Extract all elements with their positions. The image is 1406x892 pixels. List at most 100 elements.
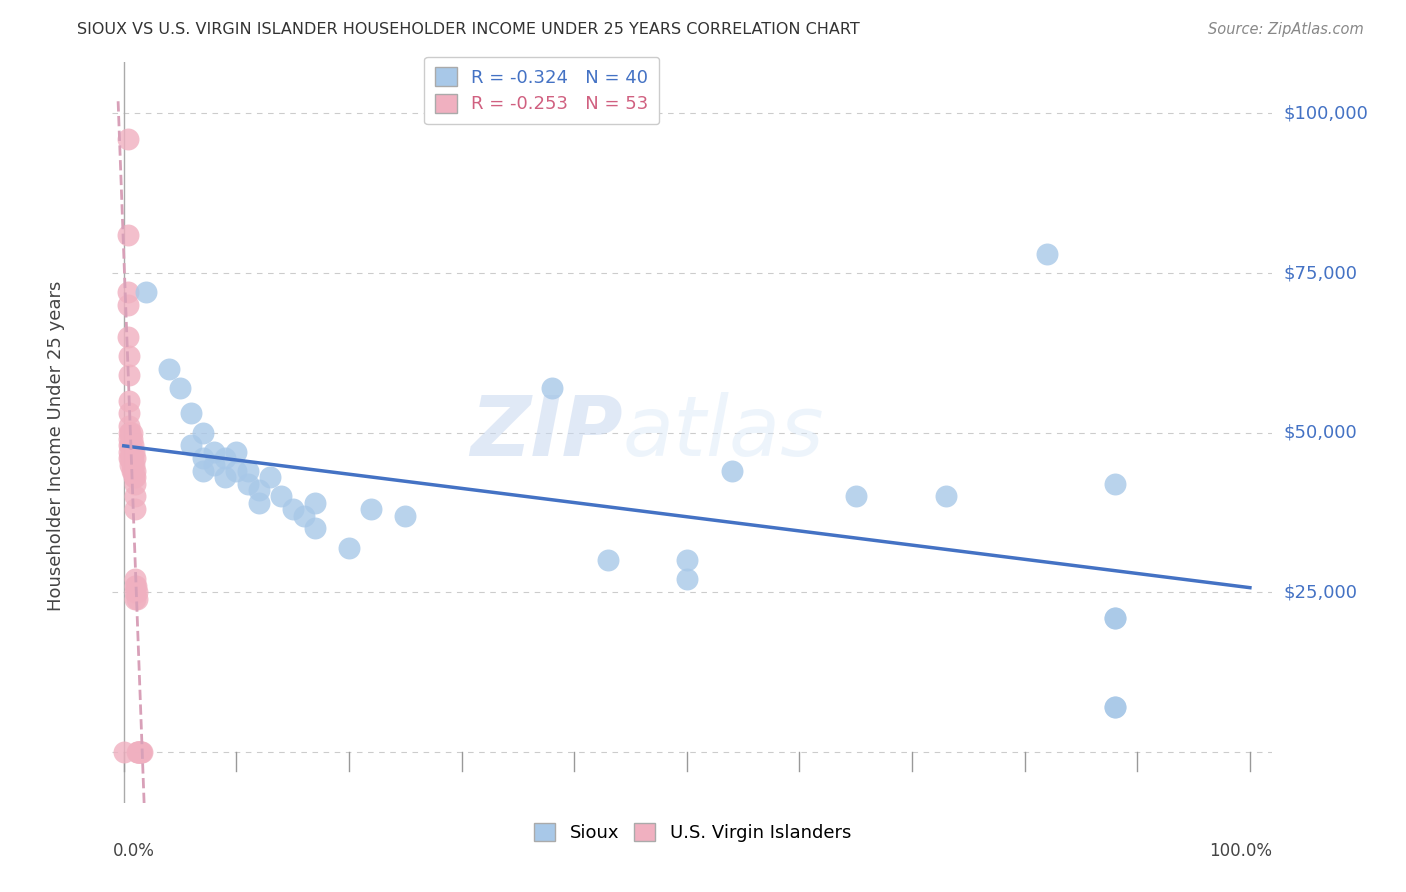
Point (118, 425, 141, 440)
Point (540, 381, 562, 395)
Point (118, 432, 141, 446)
Point (118, 451, 141, 466)
Point (117, 285, 139, 300)
Point (124, 490, 146, 504)
Point (135, 285, 157, 300)
Point (124, 573, 146, 587)
Point (118, 419, 141, 434)
Point (121, 451, 143, 466)
Point (394, 508, 416, 523)
Point (1104, 700, 1126, 714)
Point (121, 438, 143, 452)
Point (128, 745, 150, 759)
Point (121, 425, 143, 440)
Point (120, 458, 142, 472)
Point (247, 496, 270, 510)
Point (117, 298, 139, 312)
Point (127, 745, 149, 759)
Point (304, 496, 326, 510)
Point (127, 585, 149, 599)
Point (675, 573, 697, 587)
Point (117, 227, 139, 242)
Point (596, 553, 619, 567)
Point (124, 579, 146, 593)
Point (112, 745, 135, 759)
Point (247, 483, 270, 497)
Point (121, 444, 143, 458)
Text: Householder Income Under 25 years: Householder Income Under 25 years (48, 281, 65, 611)
Point (214, 470, 236, 484)
Point (122, 444, 145, 458)
Point (121, 451, 143, 466)
Point (124, 502, 146, 516)
Point (118, 407, 141, 421)
Point (127, 745, 149, 759)
Point (1104, 611, 1126, 625)
Point (202, 458, 225, 472)
Point (1036, 247, 1059, 261)
Point (1104, 700, 1126, 714)
Point (121, 464, 143, 478)
Text: atlas: atlas (623, 392, 824, 473)
Point (125, 579, 148, 593)
Point (935, 490, 957, 504)
Point (118, 444, 141, 458)
Point (236, 476, 259, 491)
Point (236, 464, 259, 478)
Point (214, 451, 236, 466)
Point (120, 451, 142, 466)
Point (118, 368, 141, 383)
Point (675, 553, 697, 567)
Point (127, 745, 149, 759)
Point (169, 381, 191, 395)
Point (120, 438, 142, 452)
Point (1104, 476, 1126, 491)
Point (202, 444, 225, 458)
Point (124, 476, 146, 491)
Text: $100,000: $100,000 (1284, 104, 1368, 122)
Legend: Sioux, U.S. Virgin Islanders: Sioux, U.S. Virgin Islanders (523, 812, 862, 853)
Point (191, 451, 214, 466)
Point (259, 470, 281, 484)
Text: 0.0%: 0.0% (112, 842, 155, 860)
Text: $75,000: $75,000 (1284, 264, 1358, 282)
Point (117, 330, 139, 344)
Point (225, 444, 247, 458)
Point (131, 745, 153, 759)
Text: Source: ZipAtlas.com: Source: ZipAtlas.com (1208, 22, 1364, 37)
Text: ZIP: ZIP (470, 392, 623, 473)
Point (180, 407, 202, 421)
Point (292, 508, 315, 523)
Point (360, 502, 382, 516)
Point (122, 470, 145, 484)
Point (121, 464, 143, 478)
Point (124, 585, 146, 599)
Point (721, 464, 744, 478)
Point (127, 591, 149, 606)
Point (121, 458, 143, 472)
Point (180, 438, 202, 452)
Point (124, 451, 146, 466)
Text: $25,000: $25,000 (1284, 583, 1358, 601)
Point (337, 541, 360, 555)
Point (157, 361, 180, 376)
Point (124, 470, 146, 484)
Point (129, 745, 152, 759)
Point (845, 490, 868, 504)
Point (117, 132, 139, 146)
Text: SIOUX VS U.S. VIRGIN ISLANDER HOUSEHOLDER INCOME UNDER 25 YEARS CORRELATION CHAR: SIOUX VS U.S. VIRGIN ISLANDER HOUSEHOLDE… (77, 22, 860, 37)
Point (304, 521, 326, 535)
Point (124, 591, 146, 606)
Point (122, 458, 145, 472)
Point (120, 425, 142, 440)
Point (118, 349, 141, 363)
Point (118, 393, 141, 408)
Point (118, 438, 141, 452)
Point (127, 745, 149, 759)
Point (270, 490, 292, 504)
Point (281, 502, 304, 516)
Point (121, 432, 143, 446)
Point (225, 464, 247, 478)
Point (124, 464, 146, 478)
Text: 100.0%: 100.0% (1209, 842, 1272, 860)
